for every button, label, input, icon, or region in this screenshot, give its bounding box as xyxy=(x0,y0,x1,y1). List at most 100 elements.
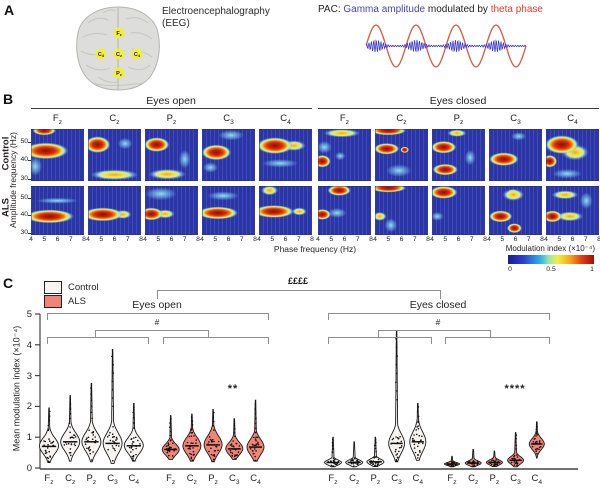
data-point xyxy=(70,443,73,445)
data-point xyxy=(254,408,256,410)
data-point xyxy=(450,465,452,467)
data-point xyxy=(212,416,215,418)
data-point xyxy=(398,450,400,453)
data-point xyxy=(452,465,455,468)
heatmap-eyes-closed-control-Fz xyxy=(318,129,371,181)
data-point xyxy=(468,461,470,463)
colorbar-tick-05: 0.5 xyxy=(546,266,556,273)
phase-tick: 6 xyxy=(283,236,288,243)
c-y-tick-label: 0 xyxy=(26,463,32,474)
data-point xyxy=(513,461,516,463)
data-point xyxy=(89,449,92,451)
data-point xyxy=(535,428,538,431)
data-point xyxy=(49,456,52,458)
data-point xyxy=(235,442,237,445)
data-point xyxy=(535,450,537,453)
data-point xyxy=(44,449,47,452)
data-point xyxy=(111,380,114,383)
heatmap-eyes-open-control-C3 xyxy=(202,129,255,181)
data-point xyxy=(190,457,192,460)
data-point xyxy=(232,440,234,442)
data-point xyxy=(395,346,398,349)
data-point xyxy=(208,436,211,438)
data-point xyxy=(251,443,254,446)
heatmap-eyes-open-control-Fz xyxy=(31,129,84,181)
data-point xyxy=(50,442,52,444)
amp-tick: 30 xyxy=(20,229,28,237)
brain-gyrus xyxy=(85,64,111,71)
data-point xyxy=(213,429,215,431)
electrode-Cz xyxy=(113,48,125,60)
data-point xyxy=(472,460,475,462)
data-point xyxy=(510,461,513,464)
data-point xyxy=(112,447,114,449)
brain-gyrus xyxy=(82,32,108,38)
data-point xyxy=(111,436,114,439)
data-point xyxy=(46,447,49,449)
legend-row-control: Control xyxy=(44,281,99,294)
phase-axis-label: Phase frequency (Hz) xyxy=(273,244,357,254)
data-point xyxy=(190,456,193,459)
data-point xyxy=(69,398,72,401)
data-point xyxy=(191,459,194,462)
data-point xyxy=(374,438,377,441)
data-point xyxy=(187,447,190,450)
heatmap-eyes-closed-control-C3 xyxy=(489,129,542,181)
data-point xyxy=(352,458,354,461)
data-point xyxy=(87,447,90,449)
data-point xyxy=(531,445,534,448)
data-point xyxy=(334,458,336,461)
data-point xyxy=(234,454,236,457)
data-point xyxy=(133,406,135,409)
brain-top-view: Fz C3 Cz C4 Pz xyxy=(76,6,160,91)
data-point xyxy=(418,442,420,445)
data-point xyxy=(87,436,90,439)
heatmap-eyes-closed-als-Fz xyxy=(318,186,371,235)
colorbar-tick-1: 1 xyxy=(590,266,594,273)
data-point xyxy=(214,449,217,452)
phase-tick: 7 xyxy=(583,236,588,243)
data-point xyxy=(94,439,97,442)
data-point xyxy=(417,457,419,459)
data-point xyxy=(133,422,135,424)
heatmap-eyes-closed-als-Cz xyxy=(375,186,428,235)
c-x-label-C4: C4 xyxy=(250,473,261,486)
data-point xyxy=(72,434,75,436)
hash-sig-eyes-open: # xyxy=(154,317,160,327)
violin-open-control-C4 xyxy=(123,402,144,462)
data-point xyxy=(236,454,238,456)
data-point xyxy=(255,450,257,452)
c-y-tick-label: 3 xyxy=(26,370,32,382)
data-point xyxy=(536,440,538,443)
data-point xyxy=(495,459,498,461)
heatmap-eyes-open-control-C4 xyxy=(259,129,312,181)
c-x-label-Fz: Fz xyxy=(328,473,338,486)
data-point xyxy=(68,417,71,420)
colhead-C4: C4 xyxy=(567,113,578,126)
phase-tick: 8 xyxy=(310,236,314,243)
data-point xyxy=(391,438,394,441)
data-point xyxy=(94,436,96,438)
heatmap-eyes-open-als-Pz xyxy=(145,186,198,235)
c-x-label-C4: C4 xyxy=(531,473,543,486)
data-point xyxy=(398,447,401,449)
data-point xyxy=(90,405,93,408)
data-point xyxy=(68,422,71,425)
data-point xyxy=(352,463,355,465)
data-point xyxy=(212,420,215,423)
data-point xyxy=(115,436,118,439)
pac-caption-segment: Gamma amplitude xyxy=(343,4,426,15)
phase-tick: 7 xyxy=(412,236,417,243)
phase-tick: 7 xyxy=(469,236,474,243)
c-x-label-C3: C3 xyxy=(107,473,118,486)
overall-sig-bracket xyxy=(157,290,441,299)
amp-tick-mark xyxy=(28,198,31,200)
data-point xyxy=(132,411,134,414)
c-x-label-C4: C4 xyxy=(128,473,140,486)
data-point xyxy=(70,454,72,457)
pac-waveform xyxy=(366,24,527,68)
data-point xyxy=(166,451,169,454)
data-point xyxy=(47,444,49,446)
data-point xyxy=(212,460,214,463)
data-point xyxy=(52,440,55,443)
